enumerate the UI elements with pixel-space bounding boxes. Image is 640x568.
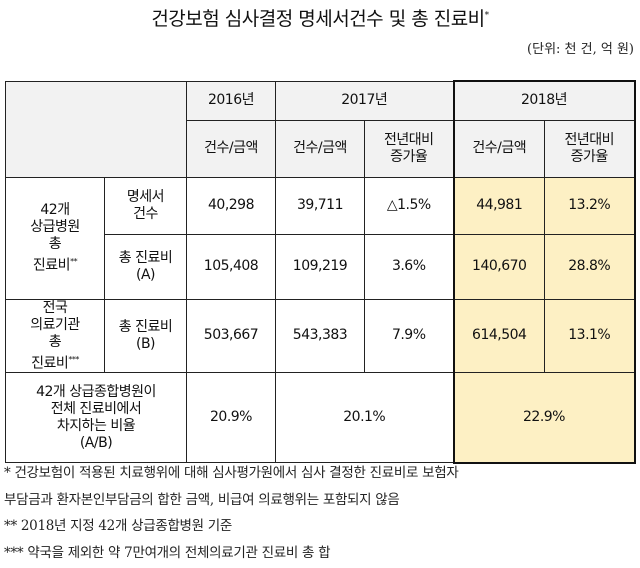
year-2018: 2018년 [454, 81, 635, 120]
footnotes: * 건강보험이 적용된 치료행위에 대해 심사평가원에서 심사 결정한 진료비로… [4, 462, 458, 568]
sub-header: 건수/금액 [454, 120, 545, 177]
page-title: 건강보험 심사결정 명세서건수 및 총 진료비* [0, 4, 640, 31]
cell: △1.5% [365, 177, 454, 234]
unit-label: (단위: 천 건, 억 원) [527, 38, 634, 57]
row-item: 명세서 건수 [105, 177, 187, 234]
year-2016: 2016년 [187, 81, 276, 120]
corner-cell [6, 81, 187, 177]
cell: 614,504 [454, 299, 545, 373]
table-row: 42개 상급병원 총 진료비** 명세서 건수 40,298 39,711 △1… [6, 177, 635, 234]
table-row: 전국 의료기관 총 진료비*** 총 진료비 (B) 503,667 543,3… [6, 299, 635, 373]
cell: 20.9% [187, 373, 276, 463]
title-footnote-mark: * [485, 11, 489, 21]
ratio-label: 42개 상급종합병원이 전체 진료비에서 차지하는 비율 (A/B) [6, 373, 187, 463]
row-item: 총 진료비 (A) [105, 234, 187, 299]
cell: 543,383 [276, 299, 365, 373]
cell: 39,711 [276, 177, 365, 234]
cell: 7.9% [365, 299, 454, 373]
footnote: * 건강보험이 적용된 치료행위에 대해 심사평가원에서 심사 결정한 진료비로… [4, 462, 458, 489]
footnote: *** 약국을 제외한 약 7만여개의 전체의료기관 진료비 총 합 [4, 542, 458, 568]
cell: 503,667 [187, 299, 276, 373]
cell: 13.1% [545, 299, 635, 373]
sub-header: 전년대비 증가율 [545, 120, 635, 177]
year-2017: 2017년 [276, 81, 454, 120]
cell: 13.2% [545, 177, 635, 234]
cell: 3.6% [365, 234, 454, 299]
data-table: 2016년 2017년 2018년 건수/금액 건수/금액 전년대비 증가율 건… [5, 80, 636, 464]
title-text: 건강보험 심사결정 명세서건수 및 총 진료비 [151, 8, 484, 30]
group-label: 42개 상급병원 총 진료비** [6, 177, 105, 299]
row-item: 총 진료비 (B) [105, 299, 187, 373]
cell: 20.1% [276, 373, 454, 463]
cell: 109,219 [276, 234, 365, 299]
cell: 22.9% [454, 373, 635, 463]
cell: 140,670 [454, 234, 545, 299]
cell: 105,408 [187, 234, 276, 299]
cell: 44,981 [454, 177, 545, 234]
group-label: 전국 의료기관 총 진료비*** [6, 299, 105, 373]
sub-header: 전년대비 증가율 [365, 120, 454, 177]
footnote: 부담금과 환자본인부담금의 합한 금액, 비급여 의료행위는 포함되지 않음 [4, 489, 458, 516]
cell: 40,298 [187, 177, 276, 234]
table-row: 42개 상급종합병원이 전체 진료비에서 차지하는 비율 (A/B) 20.9%… [6, 373, 635, 463]
sub-header: 건수/금액 [276, 120, 365, 177]
sub-header: 건수/금액 [187, 120, 276, 177]
cell: 28.8% [545, 234, 635, 299]
footnote: ** 2018년 지정 42개 상급종합병원 기준 [4, 515, 458, 542]
